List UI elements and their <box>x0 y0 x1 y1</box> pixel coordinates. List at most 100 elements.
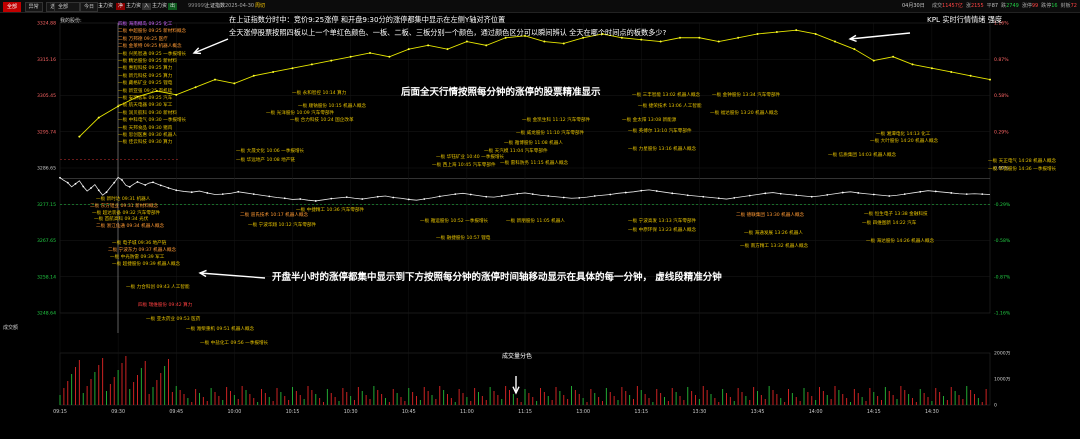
limit-up-label[interactable]: 一板 宁波华翔 10:12 汽车零部件 <box>248 223 317 228</box>
limit-up-label[interactable]: 一板 金太阳 13:08 新能源 <box>622 118 677 123</box>
limit-up-label[interactable]: 一板 湘潭电化 14:13 化工 <box>876 132 931 137</box>
limit-up-label[interactable]: 一板 威龙股份 11:10 汽车零部件 <box>516 131 585 136</box>
limit-up-label[interactable]: 一板 大叶股份 14:20 机器人概念 <box>870 139 939 144</box>
price-point <box>903 193 906 195</box>
limit-up-label[interactable]: 一板 福达股份 13:20 机器人概念 <box>710 111 779 116</box>
limit-up-label[interactable]: 一板 宁波高发 13:13 汽车零部件 <box>628 219 697 224</box>
limit-up-label[interactable]: 一板 中盐化工 09:56 一季报增长 <box>200 341 269 346</box>
limit-up-label[interactable]: 一板 首航高科 09:34 光伏 <box>94 217 149 222</box>
limit-up-label[interactable]: 二板 金莱特 09:25 机器人概念 <box>118 44 182 50</box>
limit-up-label[interactable]: 一板 大晟文化 10:06 一季报增长 <box>236 149 305 154</box>
limit-up-label[interactable]: 一板 雅运股份 10:52 一季报增长 <box>420 219 489 224</box>
limit-up-label[interactable]: 一板 思创医惠 09:30 机器人 <box>118 133 177 138</box>
x-tick-label: 09:45 <box>169 409 183 415</box>
limit-up-label[interactable]: 四板 海南椰岛 09:25 化工 <box>118 22 173 27</box>
price-point <box>167 187 170 189</box>
price-chart[interactable]: 3324.88 1.16% 3315.16 0.87% 3305.45 0.58% 3295… <box>0 13 1080 439</box>
limit-up-label[interactable]: 一板 南方精工 13:32 机器人概念 <box>740 244 809 249</box>
indicator-1-chip[interactable]: 净 <box>116 0 126 12</box>
limit-up-label[interactable]: 一板 海通发展 13:26 机器人 <box>744 231 803 236</box>
price-point <box>950 192 953 194</box>
limit-up-label[interactable]: 一板 天汽模 11:04 汽车零部件 <box>484 149 548 154</box>
limit-up-label[interactable]: 一板 新元科技 09:25 算力 <box>118 73 173 79</box>
indicator-value[interactable]: 入 <box>142 3 152 10</box>
price-point <box>361 198 364 200</box>
limit-up-label[interactable]: 一板 信质集团 14:03 机器人概念 <box>828 153 897 158</box>
price-point <box>764 192 767 195</box>
date-select[interactable]: 今日 ▾ <box>80 0 102 13</box>
limit-up-label[interactable]: 一板 亚太药业 09:53 医药 <box>146 317 201 322</box>
indicator-3-chip[interactable]: 出 <box>168 0 178 12</box>
limit-up-label[interactable]: 一板 中光防雷 09:39 军工 <box>110 255 165 260</box>
limit-up-label[interactable]: 二板 中超股份 09:25 新材料概念 <box>118 29 187 35</box>
price-point <box>841 191 844 194</box>
limit-up-label[interactable]: 二板 宁波东力 09:37 机器人概念 <box>108 248 177 253</box>
limit-up-label[interactable]: 一板 力合科创 09:43 人工智能 <box>126 285 190 290</box>
limit-up-label[interactable]: 一板 恒生电子 13:38 金融科技 <box>864 212 928 217</box>
limit-up-label[interactable]: 一板 天正电气 14:28 机器人概念 <box>988 159 1057 164</box>
limit-up-label[interactable]: 一板 新亚强 09:25 有机硅 <box>118 88 173 94</box>
kpl-point <box>601 32 604 35</box>
limit-up-label[interactable]: 一板 安凯客车 09:25 汽车 <box>118 96 173 101</box>
limit-up-label[interactable]: 一板 四维图新 14:22 汽车 <box>862 221 917 226</box>
limit-up-label[interactable]: 一板 超捷股份 09:39 机器人概念 <box>112 262 181 267</box>
limit-up-label[interactable]: 二板 德联集团 13:30 机器人概念 <box>736 213 805 218</box>
limit-up-label[interactable]: 一板 金钟股份 13:34 汽车零部件 <box>712 93 781 98</box>
mode-toggle[interactable]: 周切 <box>255 3 266 9</box>
limit-up-label[interactable]: 一板 精达股份 09:25 新材料 <box>118 59 177 64</box>
limit-up-label[interactable]: 二板 万邦德 09:25 医疗 <box>118 36 168 42</box>
limit-up-label[interactable]: 一板 华瓷股份 14:36 一季报增长 <box>988 167 1057 172</box>
limit-up-label[interactable]: 一板 新时达 09:31 机器人 <box>96 197 151 202</box>
limit-up-label[interactable]: 一板 华钰矿业 10:40 一季报增长 <box>436 155 505 160</box>
limit-up-label[interactable]: 一板 力星股份 13:16 机器人概念 <box>628 147 697 152</box>
limit-up-label[interactable]: 一板 华远地产 10:08 地产链 <box>236 158 295 163</box>
limit-up-label[interactable]: 一板 中原环保 13:23 机器人概念 <box>628 228 697 233</box>
limit-up-label[interactable]: 一板 兴民智通 09:25 一季报增长 <box>118 51 187 57</box>
limit-up-label[interactable]: 四板 瑞维股份 09:42 算力 <box>138 303 193 308</box>
price-point <box>516 192 519 195</box>
filter-select-value[interactable]: 全部 <box>54 2 80 12</box>
indicator-value[interactable]: 出 <box>168 3 178 10</box>
price-point <box>655 190 658 192</box>
tab-abnormal[interactable]: 异常 <box>24 2 43 12</box>
limit-up-label[interactable]: 一板 金凯生科 11:12 汽车零部件 <box>522 118 591 123</box>
limit-up-label[interactable]: 一板 天邦食品 09:30 猪肉 <box>118 125 173 131</box>
y-tick-label: 3277.15 <box>37 202 56 208</box>
limit-up-label[interactable]: 一板 三丰智能 13:02 机器人概念 <box>632 93 701 98</box>
limit-up-label[interactable]: 一板 融捷股份 10:57 锂电 <box>436 236 491 241</box>
limit-up-label[interactable]: 一板 惠程科技 09:25 算力 <box>118 66 173 72</box>
limit-up-label[interactable]: 一板 新朋股份 11:05 机器人 <box>506 219 565 224</box>
kpl-point <box>427 44 430 47</box>
limit-up-label[interactable]: 一板 英搏尔 13:10 汽车零部件 <box>628 129 692 134</box>
price-point <box>717 197 720 200</box>
limit-up-label[interactable]: 一板 佳云科技 09:30 算力 <box>118 140 173 146</box>
indicator-value[interactable]: 净 <box>116 3 126 10</box>
limit-up-label[interactable]: 一板 光洋股份 10:09 汽车零部件 <box>266 111 335 116</box>
limit-up-label[interactable]: 一板 润贝航科 09:30 新材料 <box>118 110 177 116</box>
limit-up-label[interactable]: 一板 雷科防务 11:15 机器人概念 <box>500 161 569 166</box>
limit-up-label[interactable]: 一板 超达装备 09:32 汽车零部件 <box>92 211 161 216</box>
limit-up-label[interactable]: 一板 中科电气 09:30 一季报增长 <box>118 118 187 124</box>
limit-up-label[interactable]: 一板 电子城 09:36 地产链 <box>112 241 167 246</box>
limit-up-label[interactable]: 一板 藏格矿业 09:25 锂电 <box>118 81 173 87</box>
limit-up-label[interactable]: 一板 永和智控 10:14 算力 <box>292 91 347 96</box>
limit-up-label[interactable]: 一板 航天电器 09:30 军工 <box>118 103 173 109</box>
limit-up-label[interactable]: 一板 西上海 10:45 汽车零部件 <box>432 163 496 168</box>
limit-up-label[interactable]: 二板 东方钽业 09:31 新材料概念 <box>90 204 159 209</box>
annotation-mid: 后面全天行情按照每分钟的涨停的股票精准显示 <box>401 87 601 98</box>
tab-all[interactable]: 全部 <box>3 2 22 12</box>
limit-up-label[interactable]: 一板 中捷精工 10:36 汽车零部件 <box>296 208 365 213</box>
limit-up-label[interactable]: 二板 浙江仙通 09:34 机器人概念 <box>96 224 165 229</box>
kpl-point <box>717 40 720 43</box>
limit-up-label[interactable]: 一板 雅博股份 11:08 机器人 <box>504 141 563 146</box>
kpl-point <box>388 55 391 58</box>
price-point <box>500 195 503 197</box>
limit-up-label[interactable]: 一板 捷荣技术 13:06 人工智能 <box>638 104 702 109</box>
limit-up-label[interactable]: 一板 海达股份 14:26 机器人概念 <box>866 239 935 244</box>
date-select-value[interactable]: 今日 <box>80 2 99 12</box>
limit-up-label[interactable]: 二板 道氏技术 10:17 机器人概念 <box>240 213 309 218</box>
limit-up-label[interactable]: 一板 潍柴重机 09:51 机器人概念 <box>186 327 255 332</box>
indicator-2-chip[interactable]: 入 <box>142 0 152 12</box>
limit-up-label[interactable]: 一板 顺钠股份 10:15 机器人概念 <box>298 104 367 109</box>
limit-up-label[interactable]: 一板 合力科技 10:24 国企改革 <box>290 118 354 123</box>
